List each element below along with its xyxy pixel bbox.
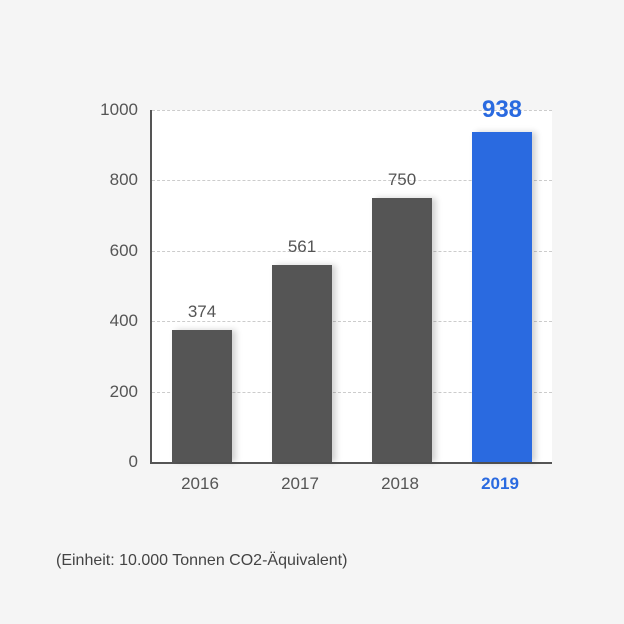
- bar-slot: 938: [472, 132, 532, 462]
- chart-container: 374561750938 02004006008001000 201620172…: [90, 110, 570, 494]
- bar-slot: 750: [372, 198, 432, 462]
- plot-area: 374561750938 02004006008001000: [150, 110, 552, 464]
- y-tick-label: 400: [88, 311, 152, 331]
- bar-value: 750: [388, 170, 416, 190]
- y-tick-label: 0: [88, 452, 152, 472]
- bar-slot: 374: [172, 330, 232, 462]
- x-axis-labels: 2016 2017 2018 2019: [150, 464, 550, 494]
- y-tick-label: 1000: [88, 100, 152, 120]
- x-axis-label: 2016: [170, 474, 230, 494]
- x-axis-label: 2017: [270, 474, 330, 494]
- bar: 750: [372, 198, 432, 462]
- bar-value: 938: [482, 96, 522, 124]
- bar: 561: [272, 265, 332, 462]
- y-tick-label: 200: [88, 382, 152, 402]
- chart-caption: (Einheit: 10.000 Tonnen CO2-Äquivalent): [56, 552, 347, 570]
- y-tick-label: 800: [88, 170, 152, 190]
- bars-group: 374 561 750 938: [152, 110, 552, 462]
- bar: 938: [472, 132, 532, 462]
- y-tick-label: 600: [88, 241, 152, 261]
- bar-slot: 561: [272, 265, 332, 462]
- x-axis-label: 2018: [370, 474, 430, 494]
- bar-value: 374: [188, 302, 216, 322]
- bar-value: 561: [288, 237, 316, 257]
- bar: 374: [172, 330, 232, 462]
- x-axis-label: 2019: [470, 474, 530, 494]
